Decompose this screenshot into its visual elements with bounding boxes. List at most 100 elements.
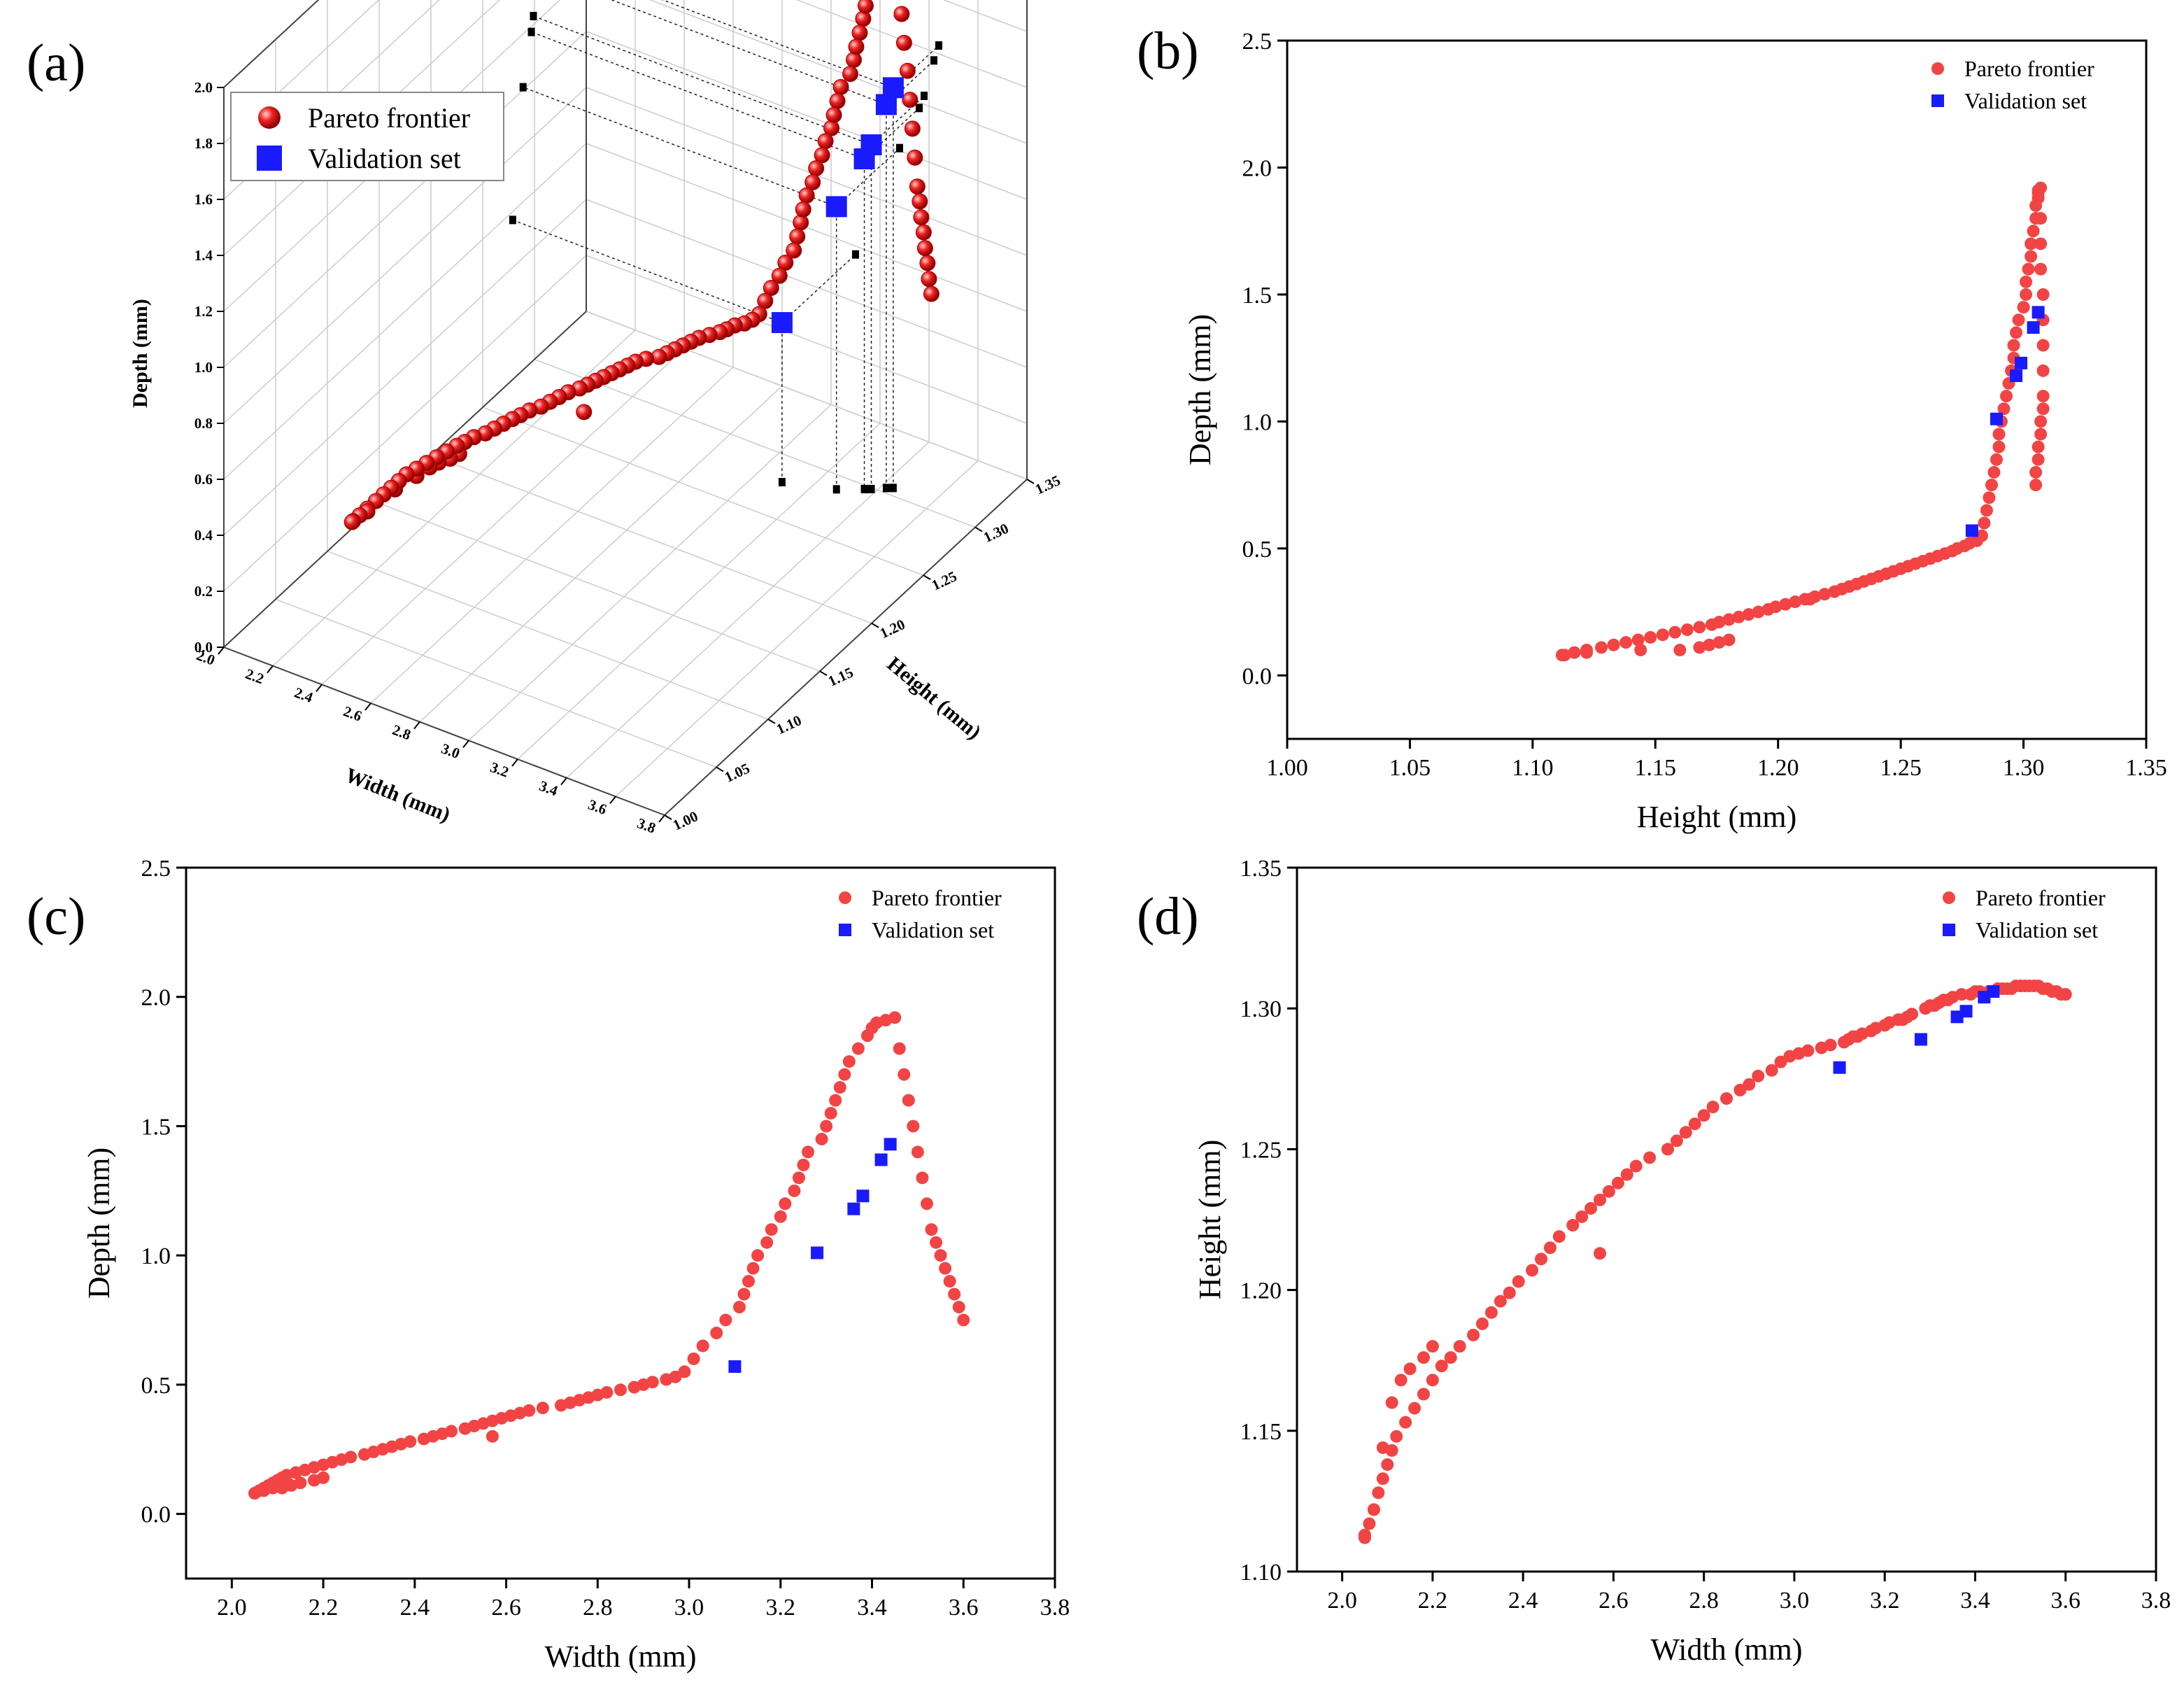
y-tick-label: 1.5 bbox=[1242, 283, 1272, 309]
x-tick-label: 1.25 bbox=[1880, 755, 1922, 781]
x-axis-label: Width (mm) bbox=[342, 763, 453, 826]
pareto-point bbox=[899, 62, 916, 79]
x-tick-label: 2.0 bbox=[1327, 1588, 1357, 1614]
y-tick-mark bbox=[1026, 479, 1035, 484]
pareto-point bbox=[792, 1171, 805, 1185]
pareto-point bbox=[1732, 610, 1745, 623]
pareto-point bbox=[1631, 633, 1645, 647]
pareto-point bbox=[1980, 504, 1993, 517]
panel-label: (c) bbox=[27, 887, 85, 946]
pareto-point bbox=[930, 1236, 943, 1249]
x-tick-label: 2.2 bbox=[309, 1595, 339, 1621]
pareto-point bbox=[838, 1068, 851, 1081]
y-tick-label: 2.5 bbox=[141, 856, 171, 882]
y-tick-label: 0.0 bbox=[1242, 663, 1272, 689]
pareto-point bbox=[732, 1301, 746, 1314]
x-tick-label: 2.8 bbox=[583, 1595, 613, 1621]
pareto-point bbox=[1453, 1340, 1466, 1353]
pareto-point bbox=[1905, 1008, 1918, 1021]
pareto-point bbox=[1594, 1193, 1607, 1206]
side-wall-grid-line bbox=[223, 255, 587, 592]
floor-grid-line bbox=[321, 348, 685, 685]
floor-grid-line bbox=[566, 442, 930, 779]
legend-pareto-label: Pareto frontier bbox=[1964, 56, 2094, 81]
y-tick-mark bbox=[767, 718, 776, 724]
z-tick-label: 0.4 bbox=[194, 527, 213, 544]
z-tick-label: 1.0 bbox=[194, 359, 213, 376]
pareto-point bbox=[1503, 1286, 1516, 1299]
y-tick-label: 1.20 bbox=[1240, 1278, 1282, 1304]
pareto-point bbox=[1484, 1306, 1498, 1319]
pareto-point bbox=[888, 1011, 902, 1024]
pareto-point bbox=[2034, 212, 2048, 225]
pareto-point bbox=[1824, 1038, 1837, 1052]
pareto-point bbox=[1358, 1528, 1371, 1541]
pareto-point bbox=[1661, 1143, 1674, 1156]
pareto-point bbox=[895, 34, 912, 51]
z-tick-label: 1.8 bbox=[194, 135, 213, 152]
x-tick-label: 3.0 bbox=[439, 740, 462, 763]
pareto-point bbox=[925, 1223, 938, 1236]
pareto-point bbox=[1680, 623, 1694, 636]
validation-point bbox=[882, 77, 904, 99]
pareto-point bbox=[851, 1042, 865, 1055]
pareto-point bbox=[445, 1425, 458, 1438]
validation-point bbox=[874, 1153, 888, 1166]
z-axis-label: Depth (mm) bbox=[129, 299, 152, 408]
pareto-point bbox=[789, 228, 806, 245]
pareto-point bbox=[2034, 237, 2048, 250]
pareto-point bbox=[1985, 479, 1998, 492]
floor-grid-line bbox=[378, 502, 821, 672]
pareto-point bbox=[600, 1385, 614, 1399]
floor-grid-line bbox=[327, 551, 769, 720]
pareto-point bbox=[760, 1236, 774, 1249]
pareto-point bbox=[2059, 988, 2072, 1001]
back-wall-grid-line bbox=[586, 87, 1028, 256]
projection-mark bbox=[935, 41, 942, 50]
pareto-point bbox=[952, 1301, 965, 1314]
pareto-point bbox=[2010, 326, 2023, 339]
x-tick-mark bbox=[511, 758, 518, 767]
pareto-point bbox=[2020, 288, 2033, 301]
y-axis-label: Height (mm) bbox=[1193, 1140, 1227, 1300]
x-tick-mark bbox=[315, 684, 322, 692]
floor-grid-line bbox=[468, 404, 832, 741]
pareto-point bbox=[911, 1145, 924, 1159]
pareto-point bbox=[1656, 628, 1669, 642]
floor-grid-line bbox=[370, 367, 734, 704]
x-tick-mark bbox=[658, 814, 665, 823]
panel-label: (a) bbox=[27, 34, 85, 92]
floor-grid-line bbox=[275, 598, 717, 768]
pareto-point bbox=[2031, 453, 2045, 466]
pareto-point bbox=[485, 1430, 499, 1443]
x-tick-label: 3.6 bbox=[586, 796, 609, 819]
pareto-point bbox=[921, 271, 937, 288]
z-tick-label: 0.8 bbox=[194, 415, 213, 432]
legend-validation-marker bbox=[1943, 924, 1955, 936]
panel-d: (d) 2.0 2.2 2.4 2.6 2.8 3.0 3.2 3.4 3.6 3.8 1.10 1.1… bbox=[1137, 856, 2171, 1667]
pareto-point bbox=[710, 1327, 723, 1340]
projection-mark bbox=[882, 483, 890, 493]
pareto-point bbox=[1742, 608, 1755, 621]
pareto-point bbox=[294, 1476, 307, 1490]
pareto-point bbox=[1779, 598, 1792, 611]
pareto-point bbox=[1435, 1360, 1448, 1373]
y-axis-label: Height (mm) bbox=[883, 652, 986, 744]
y-axis-label: Depth (mm) bbox=[82, 1148, 116, 1299]
y-tick-label: 0.5 bbox=[141, 1373, 171, 1399]
floor-grid-line bbox=[419, 386, 783, 723]
pareto-point bbox=[1697, 1109, 1710, 1122]
pareto-point bbox=[687, 1352, 700, 1365]
validation-point bbox=[860, 134, 882, 155]
pareto-point bbox=[1543, 1241, 1557, 1255]
pareto-point bbox=[1765, 1064, 1778, 1077]
x-tick-label: 1.00 bbox=[1266, 755, 1308, 781]
pareto-point bbox=[1789, 595, 1802, 609]
pareto-point bbox=[1408, 1402, 1421, 1415]
y-tick-mark bbox=[716, 766, 724, 772]
x-tick-label: 3.6 bbox=[2050, 1588, 2080, 1614]
pareto-point bbox=[1535, 1252, 1548, 1266]
pareto-point bbox=[523, 1404, 536, 1417]
x-tick-label: 2.2 bbox=[1418, 1588, 1448, 1614]
pareto-point bbox=[1803, 593, 1817, 606]
